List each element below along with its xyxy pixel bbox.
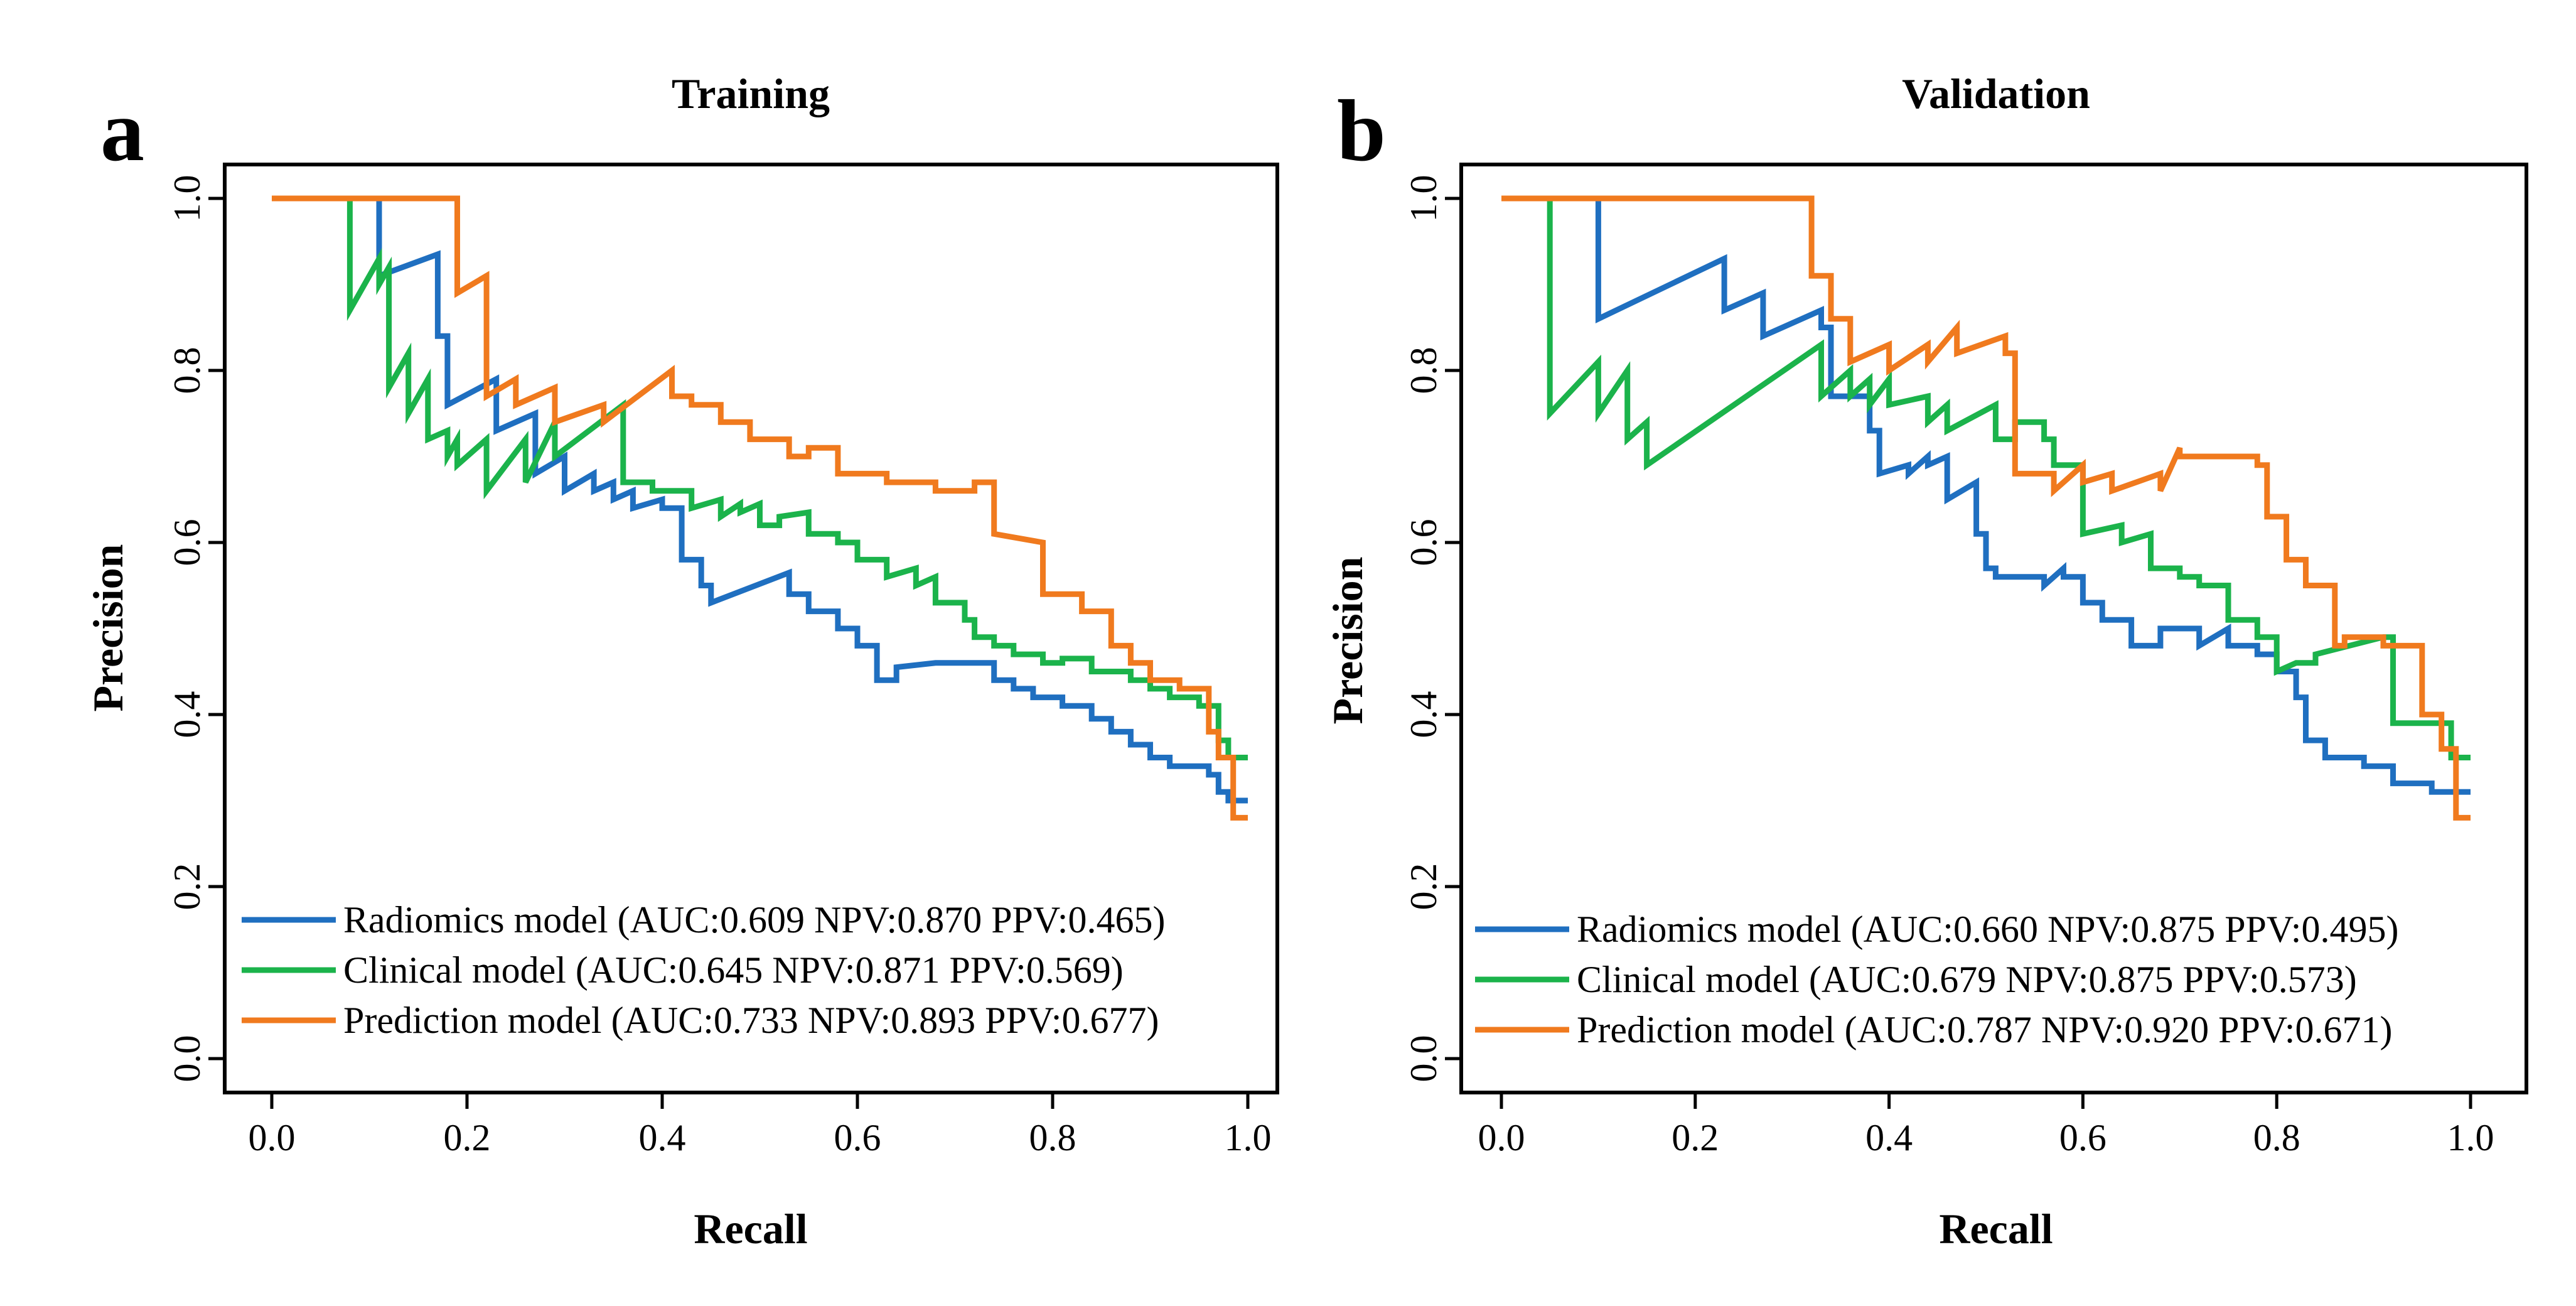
y-tick-label: 0.6	[166, 519, 208, 566]
x-tick-label: 0.0	[1478, 1117, 1525, 1158]
legend-label: Clinical model (AUC:0.645 NPV:0.871 PPV:…	[343, 949, 1124, 991]
y-tick-label: 0.4	[166, 691, 208, 738]
x-tick-label: 0.0	[249, 1117, 296, 1158]
panel-title: Training	[672, 70, 830, 117]
panel-letter: a	[100, 82, 144, 180]
legend-label: Radiomics model (AUC:0.609 NPV:0.870 PPV…	[343, 899, 1165, 941]
legend-label: Radiomics model (AUC:0.660 NPV:0.875 PPV…	[1577, 909, 2398, 950]
x-tick-label: 0.2	[1672, 1117, 1719, 1158]
plot-frame	[223, 163, 1279, 1094]
y-axis-label: Precision	[1324, 557, 1371, 725]
series-line-prediction-model	[1501, 195, 2471, 821]
x-tick-label: 0.8	[2253, 1117, 2300, 1158]
legend-label: Prediction model (AUC:0.733 NPV:0.893 PP…	[343, 1000, 1159, 1041]
x-tick-label: 0.2	[444, 1117, 491, 1158]
x-axis-label: Recall	[694, 1205, 807, 1253]
y-tick-label: 0.2	[1403, 863, 1444, 910]
y-tick-label: 1.0	[1403, 175, 1444, 222]
y-ticks: 0.0 0.2 0.4 0.6 0.8 1.0	[1403, 175, 1461, 1082]
series-line-prediction-model	[272, 195, 1248, 821]
y-axis-label: Precision	[84, 544, 132, 712]
plot-frame	[1459, 163, 2528, 1094]
panel-title: Validation	[1902, 70, 2090, 117]
y-tick-label: 0.2	[166, 863, 208, 910]
series-line-radiomics-model	[272, 195, 1248, 804]
legend-label: Clinical model (AUC:0.679 NPV:0.875 PPV:…	[1577, 959, 2357, 1000]
y-tick-label: 1.0	[166, 175, 208, 222]
y-tick-label: 0.0	[1403, 1035, 1444, 1082]
x-ticks: 0.0 0.2 0.4 0.6 0.8 1.0	[1478, 1093, 2494, 1158]
legend: Radiomics model (AUC:0.660 NPV:0.875 PPV…	[1475, 909, 2398, 1050]
panel-letter: b	[1337, 82, 1386, 180]
x-tick-label: 0.6	[2059, 1117, 2106, 1158]
y-ticks: 0.0 0.2 0.4 0.6 0.8 1.0	[166, 175, 225, 1082]
x-tick-label: 0.4	[639, 1117, 686, 1158]
series-line-clinical-model	[1501, 195, 2471, 760]
x-tick-label: 0.6	[834, 1117, 881, 1158]
panel-validation: b Validation Recall Precision 0.0 0.2 0.4 0…	[1324, 70, 2528, 1253]
legend: Radiomics model (AUC:0.609 NPV:0.870 PPV…	[242, 899, 1165, 1041]
x-axis-label: Recall	[1939, 1205, 2053, 1253]
series-group	[272, 195, 1248, 821]
y-tick-label: 0.0	[166, 1035, 208, 1082]
x-tick-label: 0.4	[1865, 1117, 1913, 1158]
y-tick-label: 0.6	[1403, 519, 1444, 566]
legend-label: Prediction model (AUC:0.787 NPV:0.920 PP…	[1577, 1009, 2392, 1050]
y-tick-label: 0.4	[1403, 691, 1444, 738]
panel-training: a Training Recall Precision 0.0 0.2 0.4 0.6…	[84, 70, 1279, 1253]
x-tick-label: 1.0	[2447, 1117, 2494, 1158]
series-group	[1501, 195, 2471, 821]
series-line-clinical-model	[272, 195, 1248, 760]
x-tick-label: 0.8	[1029, 1117, 1076, 1158]
y-tick-label: 0.8	[1403, 347, 1444, 394]
x-ticks: 0.0 0.2 0.4 0.6 0.8 1.0	[249, 1093, 1272, 1158]
y-tick-label: 0.8	[166, 347, 208, 394]
x-tick-label: 1.0	[1225, 1117, 1272, 1158]
